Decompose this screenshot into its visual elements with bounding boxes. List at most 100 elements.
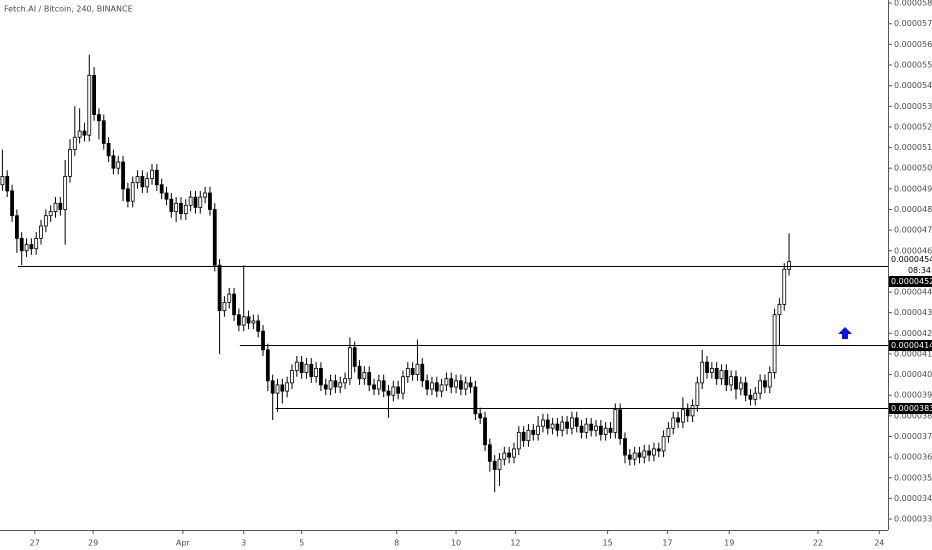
candle-body: [454, 380, 458, 388]
x-tick-label: 19: [724, 539, 734, 548]
candle-body: [492, 460, 497, 470]
candle-body: [256, 320, 261, 332]
price-label-box: [889, 340, 932, 351]
candle-body: [82, 130, 87, 136]
last-price-box: [889, 254, 932, 265]
x-tick-label: 24: [874, 539, 884, 548]
candle-body: [439, 384, 444, 392]
candle-body: [150, 169, 154, 179]
candle-body: [647, 450, 652, 456]
candle-body: [536, 425, 541, 435]
candle-body: [401, 376, 405, 394]
candle-body: [767, 372, 772, 388]
candle-body: [705, 361, 709, 373]
candle-body: [58, 202, 63, 210]
candle-body: [265, 349, 270, 382]
candle-body: [309, 363, 314, 378]
candle-body: [642, 450, 647, 458]
candle-body: [203, 192, 208, 198]
candle-body: [367, 372, 372, 386]
candle-body: [14, 215, 19, 239]
x-tick-label: Apr: [176, 539, 191, 548]
candle-body: [232, 293, 236, 316]
last-price-label: 0.00004548: [891, 255, 932, 264]
candle-body: [468, 382, 473, 388]
candle-body: [48, 211, 53, 217]
y-tick-label: 0.00003700: [894, 432, 932, 441]
candle-body: [531, 429, 536, 435]
arrow-up: [838, 327, 852, 339]
candle-body: [290, 370, 294, 384]
candle-body: [425, 380, 430, 390]
price-label-box: [889, 275, 932, 287]
candle-body: [39, 225, 43, 239]
y-tick-label: 0.00004900: [894, 184, 932, 193]
candle-body: [748, 394, 753, 400]
candle-body: [72, 136, 77, 151]
candle-body: [516, 431, 521, 450]
candle-body: [77, 130, 82, 138]
candle-body: [101, 120, 106, 144]
candle-body: [700, 361, 705, 384]
x-tick-label: 17: [662, 539, 672, 548]
countdown-box: [889, 265, 932, 276]
candle-body: [545, 419, 550, 429]
y-tick-label: 0.00005200: [894, 122, 932, 131]
candle-body: [772, 314, 777, 373]
candle-body: [738, 382, 743, 390]
y-tick-label: 0.00005700: [894, 19, 932, 28]
candle-body: [661, 436, 666, 452]
candle-body: [676, 417, 680, 423]
candle-body: [183, 204, 188, 215]
candle-body: [314, 367, 319, 378]
candle-body: [106, 143, 111, 157]
candle-body: [222, 301, 227, 312]
candle-body: [304, 363, 309, 373]
candle-body: [560, 421, 565, 431]
candle-body: [179, 202, 183, 215]
candle-body: [632, 452, 637, 460]
candle-body: [623, 438, 627, 456]
candle-body: [227, 293, 232, 303]
candle-body: [743, 382, 748, 396]
candle-body: [709, 367, 714, 373]
candle-body: [449, 378, 454, 388]
candle-body: [719, 370, 724, 380]
candle-body: [319, 367, 323, 386]
candle-body: [280, 384, 285, 392]
candle-body: [125, 188, 130, 202]
candle-body: [396, 386, 401, 394]
candle-body: [294, 361, 299, 371]
candle-body: [97, 114, 101, 122]
candle-body: [541, 419, 545, 427]
y-tick-label: 0.00005600: [894, 40, 932, 49]
candle-body: [598, 425, 603, 435]
candle-body: [574, 417, 579, 427]
candle-body: [261, 330, 265, 351]
chart-title: Fetch.AI / Bitcoin, 240, BINANCE: [4, 5, 133, 14]
x-tick-label: 29: [88, 539, 98, 548]
candle-body: [0, 176, 5, 186]
candle-body: [463, 382, 468, 390]
candle-body: [478, 413, 483, 419]
candle-body: [787, 261, 791, 270]
candle-body: [174, 202, 179, 212]
candle-body: [333, 380, 338, 388]
candle-body: [343, 378, 347, 384]
candle-body: [68, 149, 72, 177]
y-tick-label: 0.00003900: [894, 391, 932, 400]
candle-body: [758, 380, 763, 394]
price-label: 0.00004524: [891, 277, 932, 286]
candle-body: [193, 196, 198, 208]
candle-body: [526, 429, 531, 442]
candle-body: [550, 423, 555, 429]
candle-body: [10, 190, 14, 217]
x-tick-label: 10: [451, 539, 461, 548]
y-tick-label: 0.00004800: [894, 205, 932, 214]
candle-body: [555, 423, 560, 431]
candle-body: [420, 363, 425, 382]
candle-body: [594, 425, 598, 431]
x-tick-label: 3: [241, 539, 246, 548]
price-label-box: [889, 403, 932, 414]
